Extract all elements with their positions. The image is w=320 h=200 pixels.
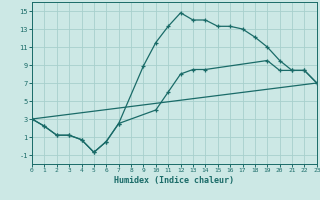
- X-axis label: Humidex (Indice chaleur): Humidex (Indice chaleur): [115, 176, 234, 185]
